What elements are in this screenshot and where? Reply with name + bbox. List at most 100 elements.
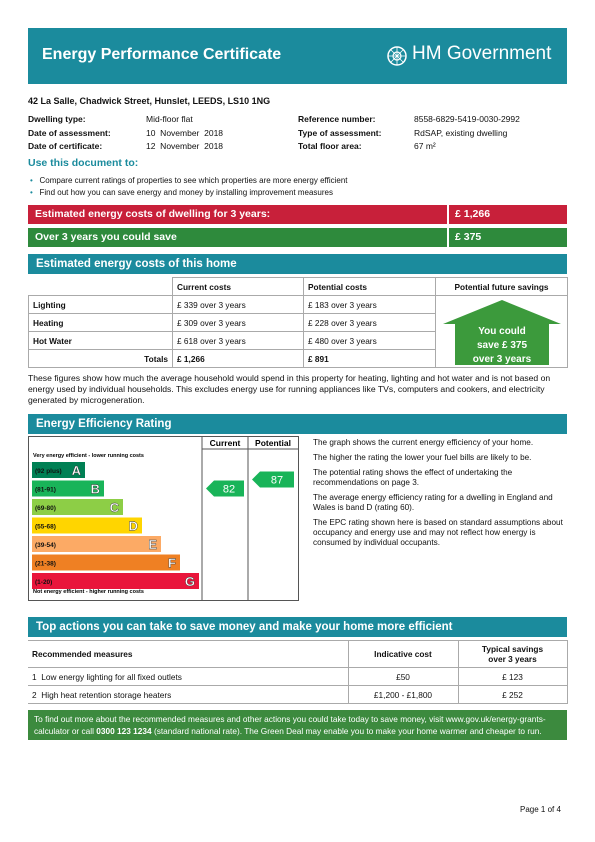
footer-phone: 0300 123 1234 xyxy=(96,726,152,736)
paragraph: The average energy efficiency rating for… xyxy=(313,493,553,512)
chart-frame xyxy=(28,436,299,601)
savings-text: over 3 years xyxy=(472,354,531,365)
measure-cell: 1 Low energy lighting for all fixed outl… xyxy=(28,667,349,686)
cell: £ 1,266 xyxy=(172,349,304,368)
header-bar: Energy Performance Certificate HM Govern… xyxy=(28,28,567,84)
cell: £ 123 xyxy=(457,667,568,686)
band-letter: A xyxy=(72,463,82,478)
band xyxy=(32,499,123,515)
header-cell: Typical savings over 3 years xyxy=(457,640,568,668)
header-cell: Current costs xyxy=(172,277,304,296)
paragraph: The EPC rating shown here is based on st… xyxy=(313,518,563,547)
band xyxy=(32,536,161,552)
address: 42 La Salle, Chadwick Street, Hunslet, L… xyxy=(28,96,271,106)
detail-value: 10 November 2018 xyxy=(146,127,224,138)
row-label: Hot Water xyxy=(28,331,173,350)
page-number: Page 1 of 4 xyxy=(520,805,561,814)
rating-text: The graph shows the current energy effic… xyxy=(313,438,567,553)
current-rating: 82 xyxy=(223,484,235,496)
blank-cell xyxy=(28,277,173,296)
band xyxy=(32,480,104,497)
band-range: (1-20) xyxy=(35,579,52,586)
savings-text: You could xyxy=(478,326,526,337)
current-arrow xyxy=(206,480,244,497)
save-bar: Over 3 years you could save £ 375 xyxy=(28,228,567,247)
cell: £50 xyxy=(347,667,459,686)
savings-arrow: You could save £ 375 over 3 years xyxy=(442,299,561,365)
band-letter: D xyxy=(129,519,138,534)
measure-number: 1 xyxy=(32,671,37,682)
cost-bar: Estimated energy costs of dwelling for 3… xyxy=(28,205,567,224)
footer-text: (standard national rate). The Green Deal… xyxy=(151,726,542,736)
detail-label: Date of assessment: xyxy=(28,127,111,138)
header-cell: Indicative cost xyxy=(347,640,459,668)
bullet-text: Find out how you can save energy and mon… xyxy=(39,188,333,197)
detail-value: 12 November 2018 xyxy=(146,141,224,151)
band-letter: F xyxy=(168,556,176,571)
band-range: (81-91) xyxy=(35,487,56,494)
section-header: Energy Efficiency Rating xyxy=(28,414,567,434)
band-letter: C xyxy=(110,500,120,515)
footer-box: To find out more about the recommended m… xyxy=(28,710,567,740)
costs-table: Current costs Potential costs Potential fu… xyxy=(28,277,568,368)
section-header: Top actions you can take to save money a… xyxy=(28,617,567,637)
header-cell: Recommended measures xyxy=(28,640,349,668)
bottom-note: Not energy efficient - higher running co… xyxy=(33,589,144,595)
column-header: Potential xyxy=(255,438,291,448)
potential-rating: 87 xyxy=(271,475,283,487)
band xyxy=(32,554,180,571)
cell: £ 339 over 3 years xyxy=(172,295,304,314)
band xyxy=(32,462,85,478)
crest-icon xyxy=(387,46,407,66)
band-letter: E xyxy=(148,537,157,552)
save-label: Over 3 years you could save xyxy=(35,231,177,243)
cell: £1,200 - £1,800 xyxy=(347,685,459,704)
logo-text: HM Government xyxy=(412,43,552,64)
detail-label: Total floor area: xyxy=(298,141,362,151)
cost-label: Estimated energy costs of dwelling for 3… xyxy=(35,208,271,220)
band-range: (55-68) xyxy=(35,524,56,531)
section-header: Estimated energy costs of this home xyxy=(28,254,567,274)
measure: Low energy lighting for all fixed outlet… xyxy=(41,671,182,682)
paragraph: The graph shows the current energy effic… xyxy=(313,438,534,447)
band-range: (21-38) xyxy=(35,561,56,568)
bullets: • Compare current ratings of properties … xyxy=(30,175,348,199)
detail-label: Reference number: xyxy=(298,114,376,124)
potential-arrow xyxy=(252,471,294,488)
bullet: • Find out how you can save energy and m… xyxy=(30,188,333,197)
actions-table: Recommended measures Indicative cost Typic… xyxy=(28,640,568,704)
measure: High heat retention storage heaters xyxy=(41,689,172,700)
detail-label: Type of assessment: xyxy=(298,127,382,138)
bullet-text: Compare current ratings of properties to… xyxy=(39,176,348,185)
band-range: (92 plus) xyxy=(35,468,62,475)
rating-chart: Current Potential Very energy efficient - … xyxy=(28,436,299,601)
cell: £ 618 over 3 years xyxy=(172,331,304,350)
detail-value: 8558-6829-5419-0030-2992 xyxy=(414,114,520,124)
detail-value: Mid-floor flat xyxy=(146,114,193,124)
bullet: • Compare current ratings of properties … xyxy=(30,176,348,185)
row-label: Totals xyxy=(28,349,173,368)
save-value: £ 375 xyxy=(447,228,565,247)
detail-value: 67 m² xyxy=(414,141,436,151)
band-range: (39-54) xyxy=(35,542,56,549)
savings-cell: You could save £ 375 over 3 years xyxy=(435,295,568,368)
row-label: Lighting xyxy=(28,295,173,314)
paragraph: The potential rating shows the effect of… xyxy=(313,468,513,487)
costs-note: These figures show how much the average … xyxy=(28,373,551,405)
band xyxy=(32,517,142,534)
detail-value: RdSAP, existing dwelling xyxy=(414,127,508,138)
column-header: Current xyxy=(210,438,241,448)
cost-value: £ 1,266 xyxy=(447,205,565,224)
band-range: (69-80) xyxy=(35,505,56,512)
row-label: Heating xyxy=(28,313,173,332)
cell: £ 228 over 3 years xyxy=(303,313,436,332)
header-cell: Potential costs xyxy=(303,277,436,296)
top-note: Very energy efficient - lower running co… xyxy=(33,453,144,459)
cell: £ 183 over 3 years xyxy=(303,295,436,314)
cell: £ 891 xyxy=(303,349,436,368)
cell: £ 480 over 3 years xyxy=(303,331,436,350)
paragraph: The higher the rating the lower your fue… xyxy=(313,453,532,462)
cell: £ 309 over 3 years xyxy=(172,313,304,332)
band-letter: G xyxy=(185,574,195,589)
